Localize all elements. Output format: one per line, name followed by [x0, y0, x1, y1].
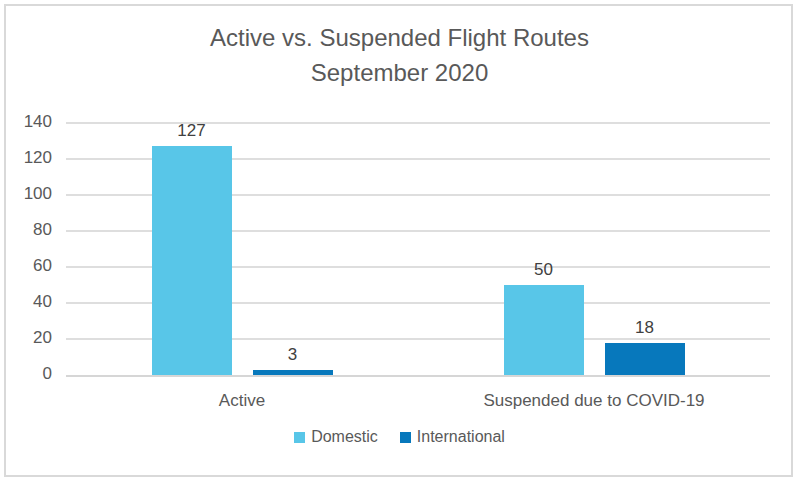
legend-label: International [417, 428, 505, 446]
plot-area [66, 123, 770, 377]
y-tick-label: 20 [0, 328, 52, 348]
bar-international-1 [605, 343, 685, 375]
bar-domestic-0 [152, 146, 232, 375]
y-tick-label: 100 [0, 184, 52, 204]
legend-item-domestic: Domestic [294, 428, 378, 446]
data-label: 127 [152, 121, 232, 141]
bar-domestic-1 [504, 285, 584, 375]
legend: Domestic International [0, 428, 799, 446]
y-tick-label: 60 [0, 256, 52, 276]
y-tick-label: 140 [0, 112, 52, 132]
chart-title-line2: September 2020 [0, 55, 799, 90]
bar-international-0 [253, 370, 333, 375]
data-label: 18 [605, 318, 685, 338]
y-tick-label: 120 [0, 148, 52, 168]
data-label: 50 [504, 260, 584, 280]
legend-item-international: International [400, 428, 505, 446]
data-label: 3 [253, 345, 333, 365]
legend-swatch-domestic [294, 432, 305, 443]
chart-title: Active vs. Suspended Flight Routes Septe… [0, 20, 799, 90]
y-tick-label: 40 [0, 292, 52, 312]
legend-swatch-international [400, 432, 411, 443]
y-tick-label: 80 [0, 220, 52, 240]
chart-title-line1: Active vs. Suspended Flight Routes [0, 20, 799, 55]
x-category-label: Active [92, 391, 392, 411]
legend-label: Domestic [311, 428, 378, 446]
x-category-label: Suspended due to COVID-19 [444, 391, 744, 411]
y-tick-label: 0 [0, 364, 52, 384]
